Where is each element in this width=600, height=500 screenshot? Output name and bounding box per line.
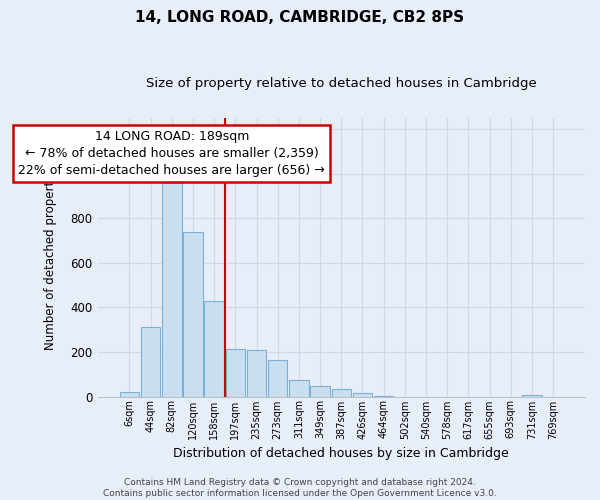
Bar (353, 392, 372, 396)
Bar (205, 300, 224, 396)
X-axis label: Distribution of detached houses by size in Cambridge: Distribution of detached houses by size … (173, 447, 509, 460)
Bar (183, 232, 203, 396)
Bar (268, 360, 287, 397)
Title: Size of property relative to detached houses in Cambridge: Size of property relative to detached ho… (146, 78, 536, 90)
Bar (226, 348, 245, 397)
Bar (310, 386, 330, 396)
Bar (119, 392, 139, 396)
Bar (162, 182, 182, 396)
Bar (289, 380, 308, 396)
Y-axis label: Number of detached properties: Number of detached properties (44, 164, 58, 350)
Bar (332, 390, 351, 396)
Bar (141, 328, 160, 396)
Bar (247, 350, 266, 397)
Bar (522, 394, 542, 396)
Text: 14 LONG ROAD: 189sqm
← 78% of detached houses are smaller (2,359)
22% of semi-de: 14 LONG ROAD: 189sqm ← 78% of detached h… (19, 130, 325, 178)
Text: 14, LONG ROAD, CAMBRIDGE, CB2 8PS: 14, LONG ROAD, CAMBRIDGE, CB2 8PS (136, 10, 464, 25)
Text: Contains HM Land Registry data © Crown copyright and database right 2024.
Contai: Contains HM Land Registry data © Crown c… (103, 478, 497, 498)
